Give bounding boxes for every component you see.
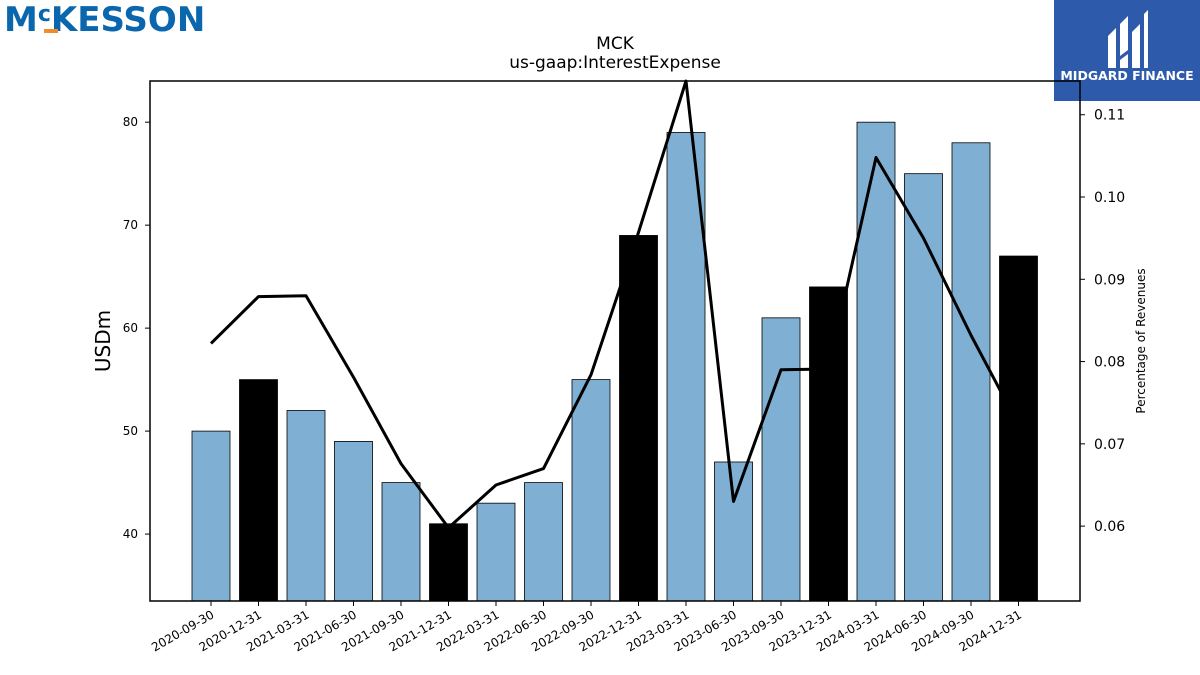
bar-2024-06-30 (904, 173, 943, 602)
y2-tick-label: 0.09 (1094, 272, 1125, 288)
bar-2024-09-30 (951, 142, 991, 602)
bar-2020-09-30 (191, 430, 231, 602)
line-series (209, 79, 1020, 530)
chart-subtitle: us-gaap:InterestExpense (509, 53, 721, 73)
bar-2021-12-31 (429, 523, 468, 602)
bar-2022-12-31 (619, 235, 658, 602)
y2-tick-label: 0.11 (1094, 108, 1125, 124)
bar-2023-12-31 (809, 286, 848, 602)
bar-2021-09-30 (381, 482, 421, 602)
bar-series (191, 121, 1038, 602)
bar-2023-06-30 (714, 461, 753, 602)
bar-2022-09-30 (571, 379, 611, 602)
bar-2023-03-31 (666, 132, 706, 602)
y-tick-label: 70 (123, 218, 138, 232)
y-tick-label: 50 (123, 424, 138, 438)
y-axis-right: 0.06 0.07 0.08 0.09 0.10 0.11 (1080, 108, 1125, 535)
y2-tick-label: 0.06 (1094, 519, 1125, 535)
bar-2022-06-30 (524, 482, 563, 602)
bar-2024-03-31 (856, 121, 896, 602)
logo-main: KESSON (50, 0, 206, 40)
logo-initial: M (4, 0, 38, 40)
y2-tick-label: 0.07 (1094, 437, 1125, 453)
y-tick-label: 80 (123, 115, 138, 129)
chart-title: MCK (596, 34, 635, 54)
y2-axis-label: Percentage of Revenues (1134, 268, 1148, 413)
y-tick-label: 40 (123, 527, 138, 541)
bar-2021-06-30 (334, 440, 373, 602)
plot-frame (149, 80, 1081, 602)
partner-logo-name: MIDGARD FINANCE (1060, 68, 1194, 83)
bar-2021-03-31 (286, 410, 326, 602)
mckesson-logo: McKESSON (4, 2, 205, 38)
bar-2020-12-31 (239, 379, 278, 602)
percentage-line (209, 79, 1020, 530)
logo-superscript: c (37, 2, 51, 27)
y-tick-label: 60 (123, 321, 138, 335)
x-axis: 2020-09-302020-12-312021-03-312021-06-30… (149, 601, 1024, 654)
y-axis-label: USDm (91, 310, 115, 372)
logo-accent-dash (44, 29, 58, 33)
bar-2023-09-30 (761, 317, 801, 602)
y-axis-left: 40 50 60 70 80 (123, 115, 150, 541)
midgard-finance-logo: MIDGARD FINANCE (1054, 0, 1200, 101)
bar-2024-12-31 (999, 255, 1038, 602)
midgard-mark-icon (1108, 10, 1148, 68)
y2-tick-label: 0.10 (1094, 190, 1125, 206)
y2-tick-label: 0.08 (1094, 355, 1125, 371)
bar-2022-03-31 (476, 502, 516, 602)
